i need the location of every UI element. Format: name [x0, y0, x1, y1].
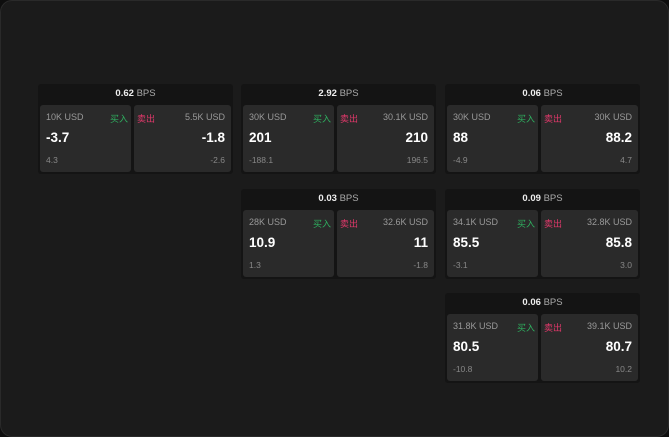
buy-label: 买入: [516, 323, 535, 333]
sell-label: 卖出: [544, 323, 563, 333]
buy-price: -3.7: [46, 130, 70, 145]
spread-unit: BPS: [136, 88, 156, 99]
buy-panel[interactable]: 30K USD 买入 88 -4.9: [447, 105, 538, 172]
spread-header: 0.09 BPS: [445, 189, 640, 209]
sell-size: 32.6K USD: [382, 217, 428, 227]
buy-change: 4.3: [46, 155, 58, 165]
buy-size: 34.1K USD: [453, 217, 499, 227]
buy-label: 买入: [312, 219, 331, 229]
buy-price: 80.5: [453, 339, 480, 354]
buy-change: -188.1: [249, 155, 274, 165]
sell-size: 39.1K USD: [586, 321, 632, 331]
sell-panel[interactable]: 卖出 39.1K USD 80.7 10.2: [541, 314, 638, 381]
spread-unit: BPS: [543, 297, 563, 308]
quote-card: 0.62 BPS 10K USD 买入 -3.7 4.3 卖出 5.5K USD…: [38, 84, 233, 174]
sell-change: 4.7: [620, 155, 632, 165]
spread-unit: BPS: [543, 193, 563, 204]
buy-change: -10.8: [453, 364, 473, 374]
sell-price: 210: [405, 130, 428, 145]
spread-header: 0.06 BPS: [445, 293, 640, 313]
sell-change: 10.2: [615, 364, 632, 374]
quote-card: 0.06 BPS 30K USD 买入 88 -4.9 卖出 30K USD 8…: [445, 84, 640, 174]
buy-panel[interactable]: 31.8K USD 买入 80.5 -10.8: [447, 314, 538, 381]
spread-value: 0.09: [522, 193, 541, 204]
spread-value: 0.03: [318, 193, 337, 204]
buy-price: 10.9: [249, 235, 276, 250]
sell-label: 卖出: [544, 219, 563, 229]
sell-panel[interactable]: 卖出 30K USD 88.2 4.7: [541, 105, 638, 172]
sell-price: 88.2: [605, 130, 632, 145]
spread-header: 2.92 BPS: [241, 84, 436, 104]
quote-card: 2.92 BPS 30K USD 买入 201 -188.1 卖出 30.1K …: [241, 84, 436, 174]
sell-label: 卖出: [137, 114, 156, 124]
sell-label: 卖出: [340, 114, 359, 124]
buy-panel[interactable]: 28K USD 买入 10.9 1.3: [243, 210, 334, 277]
buy-size: 10K USD: [46, 112, 84, 122]
sell-panel[interactable]: 卖出 32.8K USD 85.8 3.0: [541, 210, 638, 277]
spread-header: 0.03 BPS: [241, 189, 436, 209]
sell-change: 196.5: [406, 155, 428, 165]
buy-change: 1.3: [249, 260, 261, 270]
spread-value: 2.92: [318, 88, 337, 99]
sell-panel[interactable]: 卖出 32.6K USD 11 -1.8: [337, 210, 434, 277]
sell-panel[interactable]: 卖出 30.1K USD 210 196.5: [337, 105, 434, 172]
sell-panel[interactable]: 卖出 5.5K USD -1.8 -2.6: [134, 105, 231, 172]
sell-size: 30K USD: [594, 112, 632, 122]
sell-label: 卖出: [544, 114, 563, 124]
sell-change: 3.0: [620, 260, 632, 270]
sell-change: -1.8: [413, 260, 428, 270]
buy-change: -3.1: [453, 260, 468, 270]
spread-header: 0.62 BPS: [38, 84, 233, 104]
sell-price: 85.8: [605, 235, 632, 250]
spread-unit: BPS: [339, 193, 359, 204]
spread-unit: BPS: [339, 88, 359, 99]
buy-panel[interactable]: 30K USD 买入 201 -188.1: [243, 105, 334, 172]
buy-change: -4.9: [453, 155, 468, 165]
spread-value: 0.06: [522, 88, 541, 99]
spread-unit: BPS: [543, 88, 563, 99]
buy-size: 28K USD: [249, 217, 287, 227]
buy-label: 买入: [516, 219, 535, 229]
buy-panel[interactable]: 10K USD 买入 -3.7 4.3: [40, 105, 131, 172]
sell-price: 80.7: [605, 339, 632, 354]
spread-value: 0.62: [115, 88, 134, 99]
buy-price: 85.5: [453, 235, 480, 250]
buy-price: 201: [249, 130, 272, 145]
sell-change: -2.6: [210, 155, 225, 165]
buy-panel[interactable]: 34.1K USD 买入 85.5 -3.1: [447, 210, 538, 277]
buy-size: 31.8K USD: [453, 321, 499, 331]
buy-label: 买入: [312, 114, 331, 124]
buy-size: 30K USD: [249, 112, 287, 122]
quote-card: 0.03 BPS 28K USD 买入 10.9 1.3 卖出 32.6K US…: [241, 189, 436, 279]
sell-price: 11: [413, 235, 428, 250]
sell-size: 32.8K USD: [586, 217, 632, 227]
spread-header: 0.06 BPS: [445, 84, 640, 104]
buy-label: 买入: [109, 114, 128, 124]
buy-size: 30K USD: [453, 112, 491, 122]
spread-value: 0.06: [522, 297, 541, 308]
quote-card: 0.06 BPS 31.8K USD 买入 80.5 -10.8 卖出 39.1…: [445, 293, 640, 383]
sell-price: -1.8: [201, 130, 225, 145]
sell-size: 5.5K USD: [184, 112, 225, 122]
buy-price: 88: [453, 130, 469, 145]
quote-card: 0.09 BPS 34.1K USD 买入 85.5 -3.1 卖出 32.8K…: [445, 189, 640, 279]
sell-size: 30.1K USD: [382, 112, 428, 122]
sell-label: 卖出: [340, 219, 359, 229]
buy-label: 买入: [516, 114, 535, 124]
